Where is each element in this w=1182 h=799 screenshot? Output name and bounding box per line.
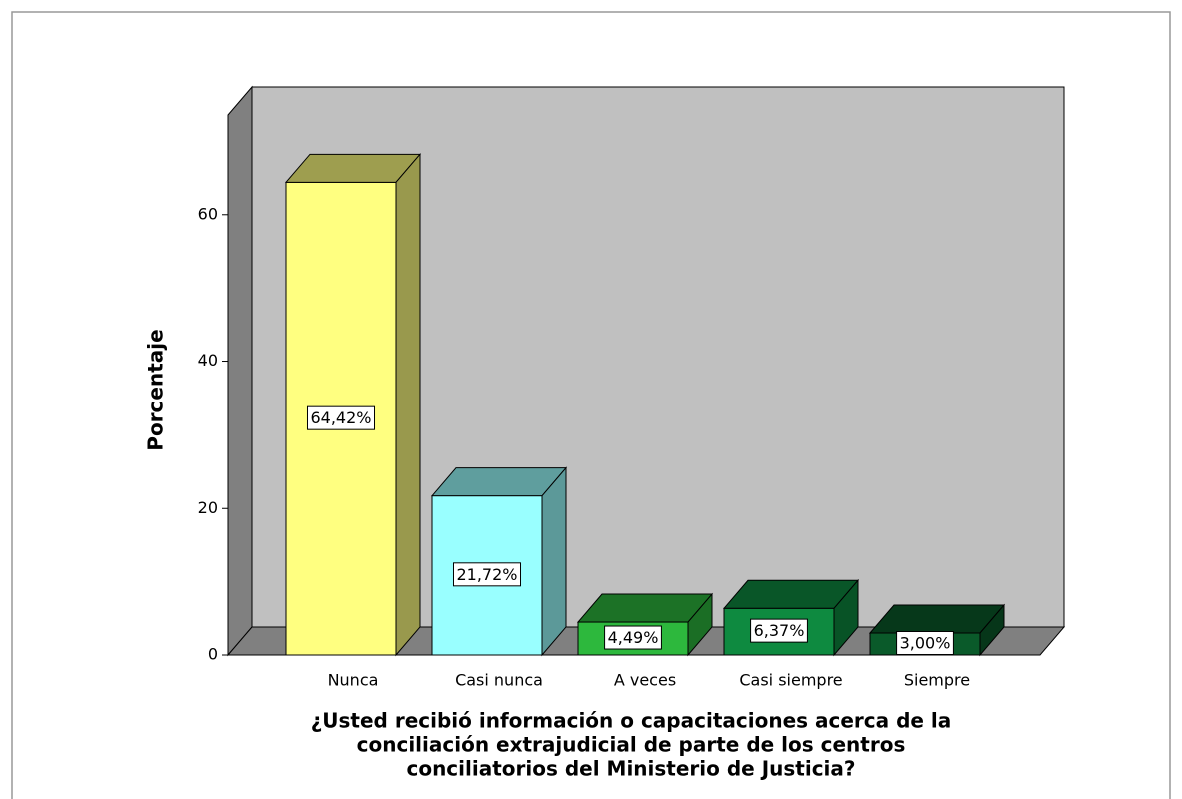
- value-label-box: [604, 625, 662, 650]
- bar-side: [833, 578, 859, 657]
- y-tick-label: 60: [198, 204, 218, 223]
- value-label-box: [452, 562, 522, 587]
- bar-side: [979, 603, 1005, 657]
- x-axis-title: conciliatorios del Ministerio de Justici…: [406, 757, 855, 781]
- side-wall: [227, 85, 253, 657]
- value-label-box: [896, 630, 954, 655]
- x-tick-label: Siempre: [904, 671, 970, 690]
- bar-side: [541, 466, 567, 657]
- x-tick-label: Nunca: [328, 671, 379, 690]
- x-tick-label: A veces: [614, 671, 676, 690]
- value-label: 64,42%: [310, 408, 371, 427]
- x-axis-title: ¿Usted recibió información o capacitacio…: [311, 709, 952, 733]
- value-label-box: [750, 618, 808, 643]
- value-label: 21,72%: [456, 565, 517, 584]
- y-tick-label: 20: [198, 498, 218, 517]
- y-tick-label: 40: [198, 351, 218, 370]
- bar-side: [395, 153, 421, 657]
- value-label-box: [306, 405, 376, 430]
- value-label: 3,00%: [900, 633, 951, 652]
- value-label: 6,37%: [754, 621, 805, 640]
- x-tick-label: Casi siempre: [739, 671, 842, 690]
- y-tick-label: 0: [208, 645, 218, 664]
- y-axis-title: Porcentaje: [144, 329, 168, 450]
- x-axis-title: conciliación extrajudicial de parte de l…: [357, 733, 906, 757]
- value-label: 4,49%: [608, 628, 659, 647]
- bar-side: [687, 592, 713, 657]
- x-tick-label: Casi nunca: [455, 671, 543, 690]
